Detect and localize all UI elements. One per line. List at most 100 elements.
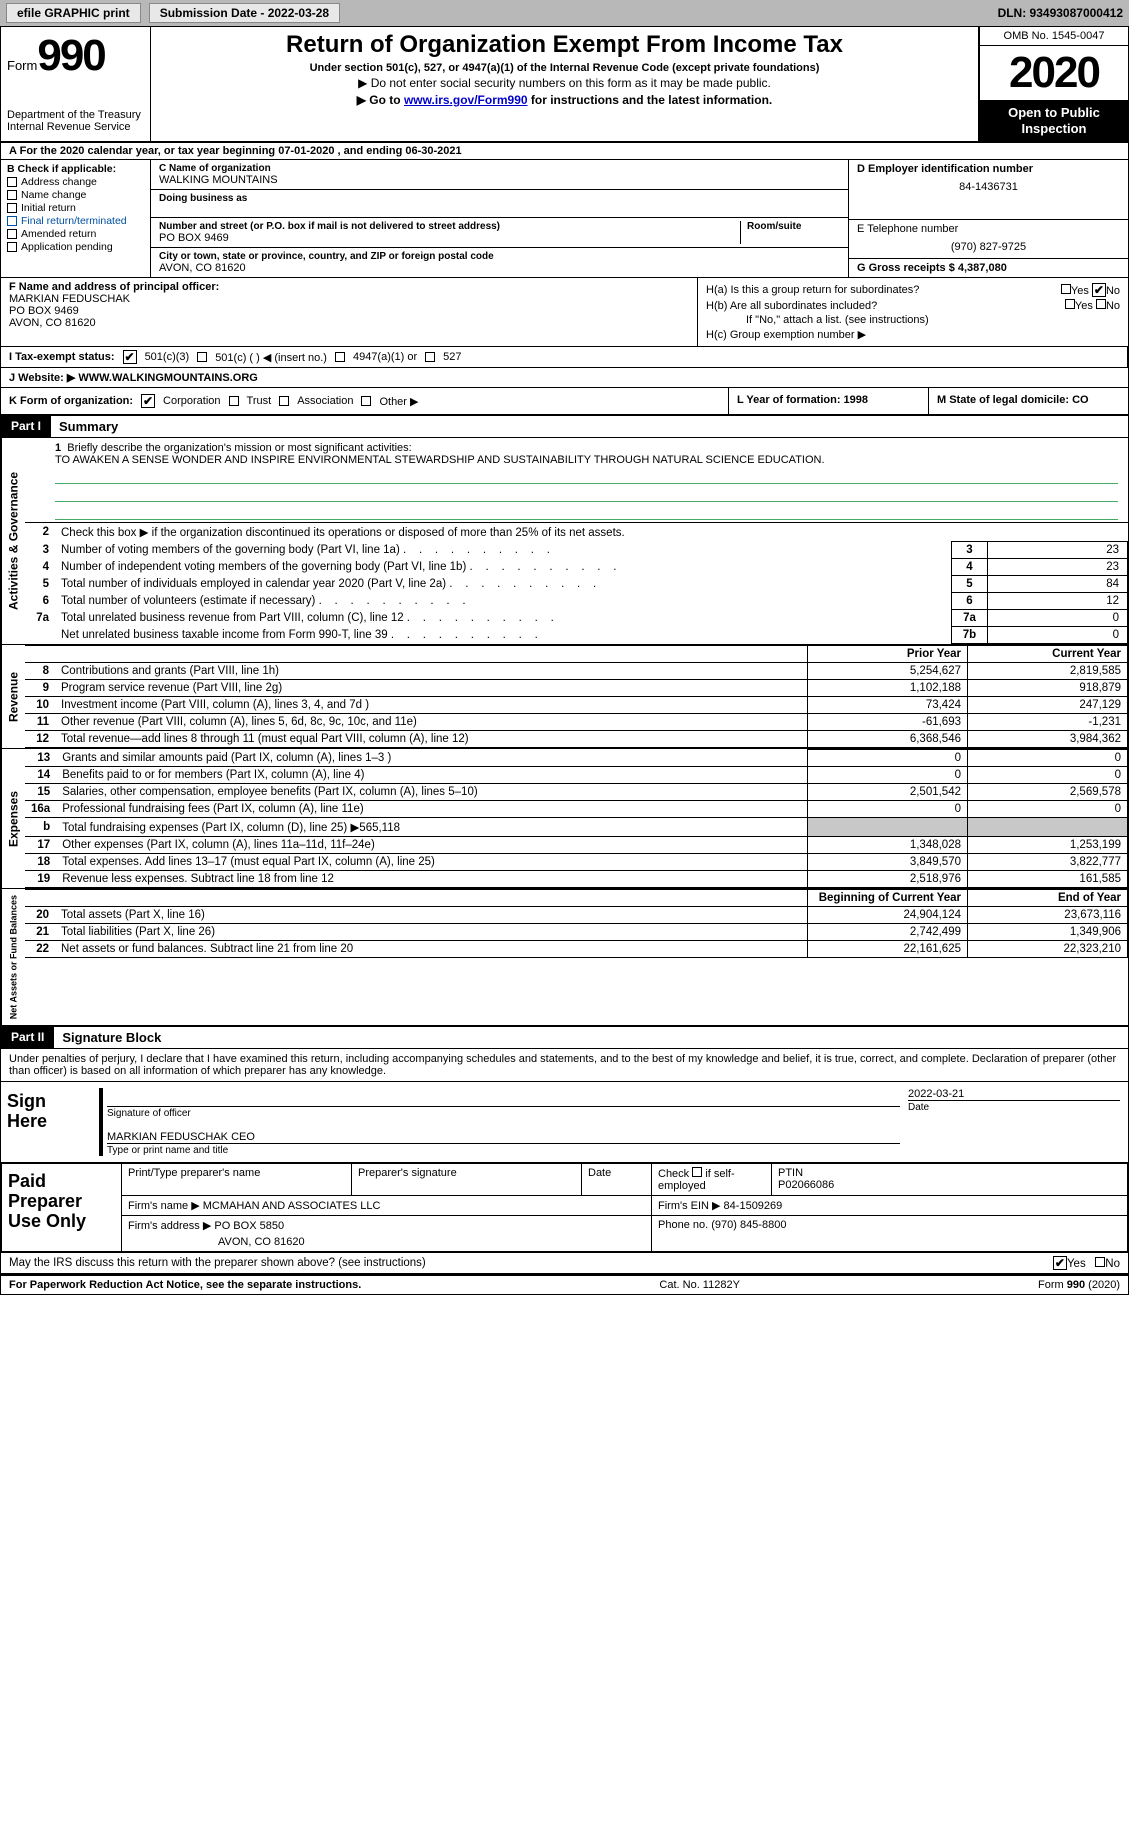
- expenses-table: 13Grants and similar amounts paid (Part …: [25, 749, 1128, 888]
- sign-here-label: Sign Here: [1, 1082, 91, 1162]
- name-title-label: Type or print name and title: [107, 1145, 228, 1156]
- gov-table: 2Check this box ▶ if the organization di…: [25, 523, 1128, 644]
- mission-text: TO AWAKEN A SENSE WONDER AND INSPIRE ENV…: [55, 454, 1118, 466]
- activities-governance: Activities & Governance 1 Briefly descri…: [1, 438, 1128, 645]
- discuss-yes-checked: ✔: [1053, 1256, 1067, 1270]
- chk-application-pending[interactable]: Application pending: [7, 241, 144, 253]
- box-h: H(a) Is this a group return for subordin…: [698, 278, 1128, 346]
- chk-name-change[interactable]: Name change: [7, 189, 144, 201]
- city-label: City or town, state or province, country…: [159, 251, 840, 262]
- box-m: M State of legal domicile: CO: [928, 388, 1128, 414]
- efile-print-button[interactable]: efile GRAPHIC print: [6, 3, 141, 23]
- prep-ptin: PTINP02066086: [772, 1164, 1128, 1196]
- period-row: A For the 2020 calendar year, or tax yea…: [1, 143, 1128, 160]
- penalty-statement: Under penalties of perjury, I declare th…: [1, 1049, 1128, 1082]
- box-d-e-g: D Employer identification number 84-1436…: [848, 160, 1128, 277]
- net-assets-section: Net Assets or Fund Balances Beginning of…: [1, 889, 1128, 1027]
- box-c: C Name of organization WALKING MOUNTAINS…: [151, 160, 848, 277]
- mission-block: 1 Briefly describe the organization's mi…: [25, 438, 1128, 523]
- header-link-line: ▶ Go to www.irs.gov/Form990 for instruct…: [161, 93, 968, 107]
- tax-exempt-label: I Tax-exempt status:: [9, 351, 115, 363]
- paid-preparer-section: Paid Preparer Use Only Print/Type prepar…: [1, 1163, 1128, 1253]
- col-prior-year: Prior Year: [808, 646, 968, 663]
- submission-date: Submission Date - 2022-03-28: [149, 3, 340, 23]
- section-b-through-g: B Check if applicable: Address change Na…: [1, 160, 1128, 278]
- col-begin-year: Beginning of Current Year: [808, 890, 968, 907]
- officer-name: MARKIAN FEDUSCHAK: [9, 293, 689, 305]
- chk-address-change[interactable]: Address change: [7, 176, 144, 188]
- val-3: 23: [988, 542, 1128, 559]
- header-mid: Return of Organization Exempt From Incom…: [151, 27, 978, 141]
- ein-value: 84-1436731: [857, 181, 1120, 193]
- org-name: WALKING MOUNTAINS: [159, 174, 840, 186]
- firm-name: Firm's name ▶ MCMAHAN AND ASSOCIATES LLC: [122, 1196, 652, 1216]
- dln-label: DLN: 93493087000412: [998, 6, 1123, 20]
- form-title: Return of Organization Exempt From Incom…: [161, 31, 968, 59]
- firm-ein: Firm's EIN ▶ 84-1509269: [652, 1196, 1128, 1216]
- form-number: 990: [37, 31, 104, 80]
- footer-left: For Paperwork Reduction Act Notice, see …: [9, 1279, 361, 1291]
- box-f: F Name and address of principal officer:…: [1, 278, 698, 346]
- val-7a: 0: [988, 610, 1128, 627]
- chk-amended-return[interactable]: Amended return: [7, 228, 144, 240]
- sig-officer-label: Signature of officer: [107, 1108, 191, 1119]
- form-header: Form990 Department of the TreasuryIntern…: [1, 27, 1128, 143]
- preparer-table: Print/Type preparer's name Preparer's si…: [121, 1163, 1128, 1252]
- row-i: I Tax-exempt status: ✔501(c)(3) 501(c) (…: [1, 347, 1128, 368]
- expenses-section: Expenses 13Grants and similar amounts pa…: [1, 749, 1128, 889]
- prep-name-label: Print/Type preparer's name: [122, 1164, 352, 1196]
- omb-number: OMB No. 1545-0047: [980, 27, 1128, 46]
- top-toolbar: efile GRAPHIC print Submission Date - 20…: [0, 0, 1129, 26]
- discuss-row: May the IRS discuss this return with the…: [1, 1253, 1128, 1275]
- form-990: Form990 Department of the TreasuryIntern…: [0, 26, 1129, 1295]
- hc-label: H(c) Group exemption number ▶: [706, 328, 866, 341]
- sign-here-row: Sign Here Signature of officer MARKIAN F…: [1, 1082, 1128, 1163]
- footer-mid: Cat. No. 11282Y: [659, 1279, 740, 1291]
- part-ii-title: Signature Block: [54, 1027, 169, 1048]
- side-tab-expenses: Expenses: [1, 749, 25, 888]
- dept-treasury: Department of the TreasuryInternal Reven…: [7, 109, 144, 133]
- header-left: Form990 Department of the TreasuryIntern…: [1, 27, 151, 141]
- row-f-h: F Name and address of principal officer:…: [1, 278, 1128, 347]
- ha-no-checked: ✔: [1092, 283, 1106, 297]
- hb-label: H(b) Are all subordinates included?: [706, 300, 877, 312]
- open-to-public: Open to Public Inspection: [980, 100, 1128, 141]
- officer-sig-name: MARKIAN FEDUSCHAK CEO: [107, 1131, 900, 1143]
- chk-501c3-checked: ✔: [123, 350, 137, 364]
- org-address: PO BOX 9469: [159, 232, 740, 244]
- chk-corp-checked: ✔: [141, 394, 155, 408]
- prep-self-employed: Check if self-employed: [652, 1164, 772, 1196]
- part-i-label: Part I: [1, 416, 51, 437]
- part-i-title: Summary: [51, 416, 126, 437]
- row-j: J Website: ▶ WWW.WALKINGMOUNTAINS.ORG: [1, 368, 1128, 388]
- org-name-label: C Name of organization: [159, 163, 840, 174]
- officer-addr2: AVON, CO 81620: [9, 317, 689, 329]
- val-6: 12: [988, 593, 1128, 610]
- addr-label: Number and street (or P.O. box if mail i…: [159, 221, 740, 232]
- side-tab-net-assets: Net Assets or Fund Balances: [1, 889, 25, 1025]
- chk-initial-return[interactable]: Initial return: [7, 202, 144, 214]
- chk-final-return[interactable]: Final return/terminated: [7, 215, 144, 227]
- dba-label: Doing business as: [159, 193, 840, 204]
- sig-date-label: Date: [908, 1102, 929, 1113]
- page-footer: For Paperwork Reduction Act Notice, see …: [1, 1275, 1128, 1294]
- tax-year: 2020: [980, 46, 1128, 100]
- discuss-question: May the IRS discuss this return with the…: [9, 1257, 1053, 1269]
- revenue-table: Prior YearCurrent Year 8Contributions an…: [25, 645, 1128, 748]
- part-i-bar: Part I Summary: [1, 416, 1128, 438]
- form-label: Form: [7, 58, 37, 73]
- hb-note: If "No," attach a list. (see instruction…: [706, 314, 1120, 326]
- header-sub2: ▶ Do not enter social security numbers o…: [161, 76, 968, 90]
- side-tab-activities: Activities & Governance: [1, 438, 25, 644]
- part-ii-label: Part II: [1, 1027, 54, 1048]
- officer-addr1: PO BOX 9469: [9, 305, 689, 317]
- ha-label: H(a) Is this a group return for subordin…: [706, 284, 919, 296]
- phone-label: E Telephone number: [857, 223, 1120, 235]
- col-end-year: End of Year: [968, 890, 1128, 907]
- room-label: Room/suite: [747, 221, 840, 232]
- prep-date-label: Date: [582, 1164, 652, 1196]
- irs-link[interactable]: www.irs.gov/Form990: [404, 93, 528, 107]
- ein-label: D Employer identification number: [857, 163, 1120, 175]
- box-k: K Form of organization: ✔Corporation Tru…: [1, 388, 728, 414]
- website-link[interactable]: WWW.WALKINGMOUNTAINS.ORG: [78, 372, 257, 384]
